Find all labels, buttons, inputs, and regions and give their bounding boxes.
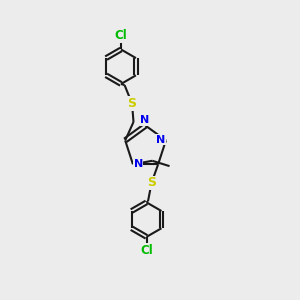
Text: N: N bbox=[134, 159, 143, 169]
Text: N: N bbox=[140, 115, 150, 125]
Text: Cl: Cl bbox=[140, 244, 153, 257]
Text: Cl: Cl bbox=[115, 29, 128, 42]
Text: S: S bbox=[128, 97, 136, 110]
Text: N: N bbox=[156, 135, 165, 145]
Text: S: S bbox=[147, 176, 156, 189]
